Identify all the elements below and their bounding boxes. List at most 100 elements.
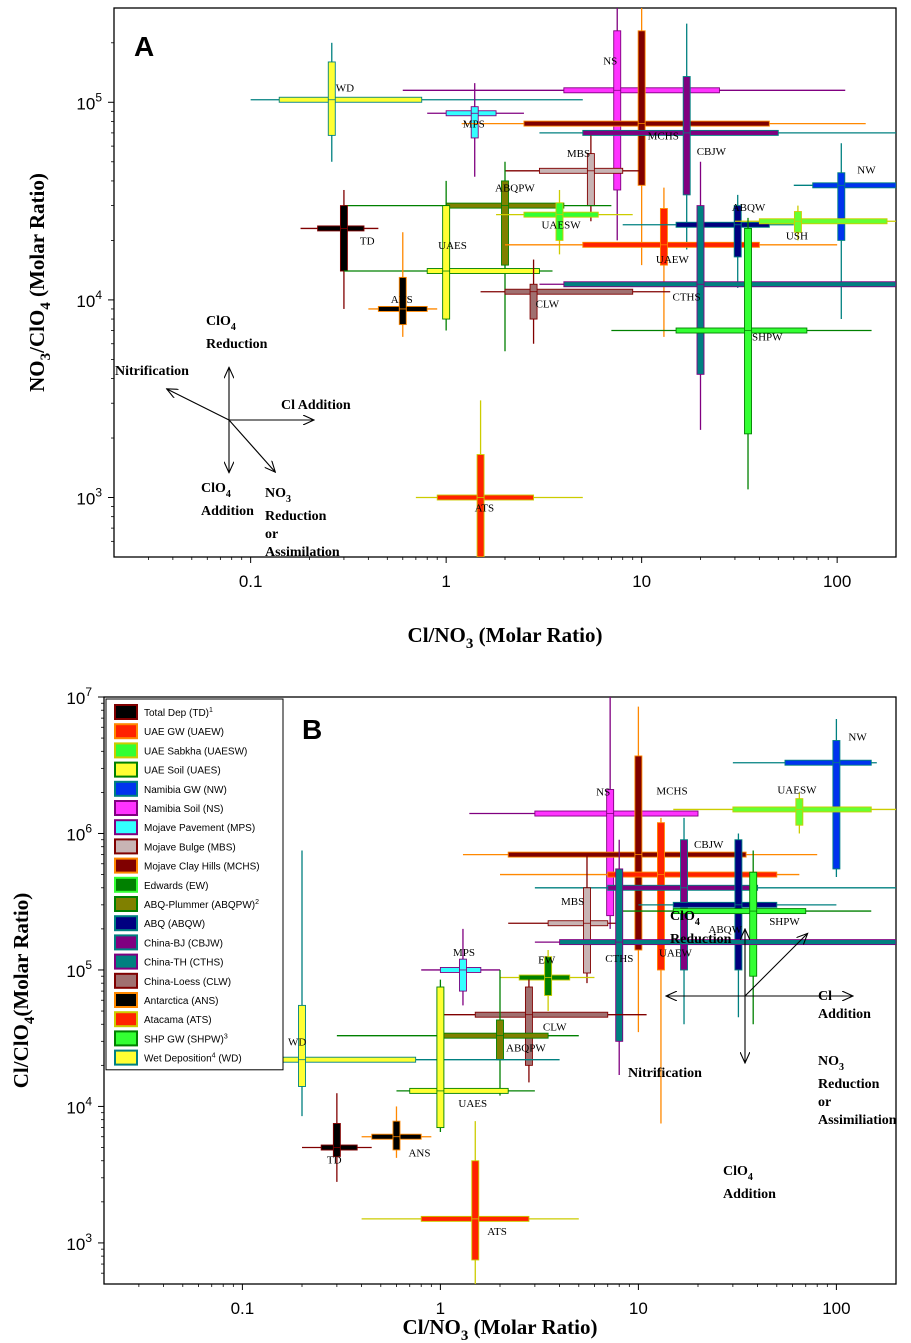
arrow-label-line: ClO [723,1164,748,1179]
y-iqr-box [733,205,742,258]
legend-entry: China-Loess (CLW) [114,972,231,989]
y-tick-mantissa: 10 [66,825,85,844]
data-point-uaesw [673,792,896,834]
x-iqr-box [409,1087,509,1094]
data-point-uaesw [496,189,633,255]
data-point-mps [421,928,500,1006]
y-iqr-box [749,871,758,977]
legend-entry: SHP GW (SHPW)3 [114,1030,228,1047]
y-tick-exponent: 3 [95,486,102,500]
point-labels: NW UAESW NS MCHS UAEW CBJW ABQW SHPW MBS CTHS MPS E… [288,732,867,1238]
arrow-label-line: ClO [670,909,695,924]
process-arrow-label: ClO4 Addition [723,1164,776,1202]
x-iqr-box [672,901,778,908]
y-tick-mantissa: 10 [76,490,95,509]
point-label: UAES [458,1098,487,1110]
y-tick-label: 104 [76,288,102,311]
legend-label: ABQ-Plummer (ABQPW)2 [144,899,259,911]
x-iqr-box [582,241,760,248]
y-iqr-box [496,1019,504,1061]
y-iqr-box [837,172,846,241]
data-points [250,8,896,557]
x-iqr-box [758,218,888,225]
y-iqr-box [682,76,691,196]
x-title-main: Cl/NO [408,623,466,647]
legend-name: UAE GW (UAEW) [144,727,224,738]
point-label: UAES [438,240,467,252]
arrow-label-line: Assimilation [265,545,340,560]
legend-entry: Wet Deposition4 (WD) [114,1049,242,1066]
x-iqr-box [439,1032,549,1039]
y-axis-title: NO3/ClO4 (Molar Ratio) [25,173,54,392]
data-point-shpw [611,217,872,490]
x-iqr-box [538,167,624,174]
legend-entry: Total Dep (TD)1 [114,704,213,720]
y-tick-mantissa: 10 [66,1235,85,1254]
data-point-mps [427,83,524,177]
data-point-td [300,189,379,309]
arrow-label-line: ClO [201,481,226,496]
y-tick-mantissa: 10 [66,1098,85,1117]
x-tick-label: 0.1 [239,572,263,591]
y-title-tail: (Molar Ratio) [9,893,33,1017]
process-arrow [167,389,230,421]
legend-swatch [114,780,138,797]
x-tick-label: 10 [632,572,651,591]
data-point-ew [500,950,595,1012]
y-iqr-box [832,740,841,870]
legend-name: China-Loess (CLW) [144,977,231,988]
point-label: ATS [487,1226,507,1238]
y-tick-label: 106 [66,821,92,844]
legend-swatch [114,1049,138,1066]
point-label: MBS [561,896,584,908]
arrow-label-line: Reduction [670,932,732,947]
legend-label: Atacama (ATS) [144,1015,212,1026]
legend-superscript: 1 [209,707,213,714]
data-point-uaes [396,979,535,1132]
y-tick-exponent: 5 [85,958,92,972]
point-label: EW [538,955,556,967]
legend-entry: China-BJ (CBJW) [114,934,223,951]
point-label: USH [786,230,808,242]
legend-superscript: 4 [212,1053,216,1060]
arrow-label-line: NO [818,1054,839,1069]
point-label: NS [596,787,610,799]
arrow-label-line: Reduction [265,509,327,524]
legend-name: Edwards (EW) [144,881,208,892]
legend-swatch [114,876,138,893]
legend-entry: Antarctica (ANS) [114,992,218,1008]
point-label: ANS [408,1148,430,1160]
y-iqr-box [795,798,804,826]
x-iqr-box [426,268,540,274]
point-label: NS [603,55,617,67]
legend-name: SHP GW (SHPW) [144,1034,224,1045]
legend-superscript: 2 [255,899,259,906]
legend-swatch [114,742,138,759]
data-point-td [302,1093,372,1182]
x-tick-label: 1 [436,1299,445,1318]
point-label: TD [360,235,375,247]
y-iqr-box [392,1120,401,1151]
data-point-uaew [505,187,838,337]
x-iqr-box [504,288,634,295]
x-iqr-box [559,939,896,946]
legend-label: Namibia GW (NW) [144,785,227,796]
process-arrow-label: NO3 Reduction or Assimiliation [818,1054,897,1128]
legend-name: Mojave Clay Hills (MCHS) [144,862,260,873]
y-tick-label: 103 [66,1231,92,1254]
y-tick-mantissa: 10 [76,94,95,113]
y-tick-label: 105 [66,958,92,981]
point-label: ABQPW [495,183,535,195]
process-arrow-label: ClO4 Reduction [206,314,268,352]
x-tick-label: 100 [823,572,851,591]
point-label: UAEW [656,254,690,266]
data-point-abqw [638,833,837,1018]
legend-name: Mojave Pavement (MPS) [144,823,255,834]
x-axis: 0.1 1 10 100 [148,557,851,591]
legend-swatch [114,761,138,778]
y-iqr-box [793,211,802,233]
data-point-ats [415,400,583,557]
